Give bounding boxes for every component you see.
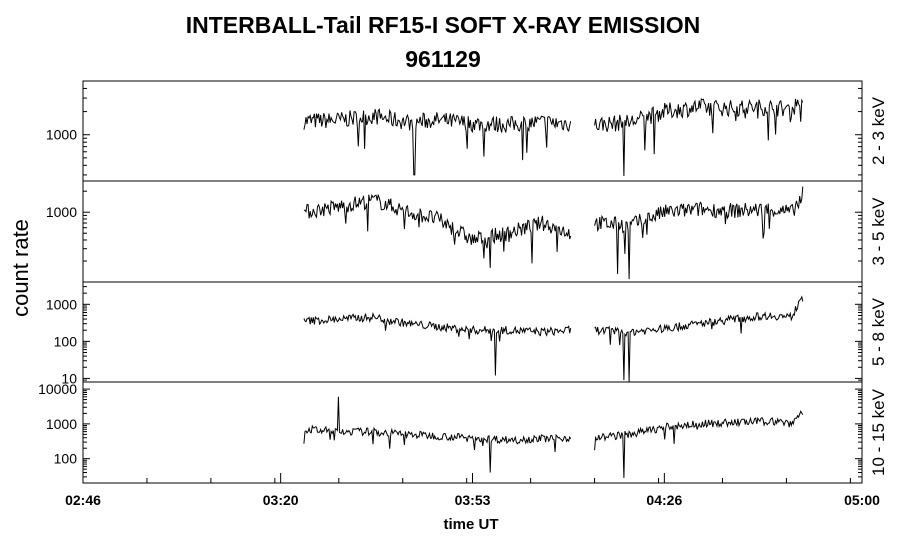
panel-frame xyxy=(82,281,863,383)
panel-3: 10 100 1000 5 - 8 keV xyxy=(46,281,888,386)
series-line xyxy=(303,311,572,376)
panel-label: 3 - 5 keV xyxy=(869,197,888,266)
x-tick-label: 03:53 xyxy=(455,492,491,508)
y-tick-label: 100 xyxy=(54,451,78,467)
series-line xyxy=(303,396,572,473)
x-tick-label: 05:00 xyxy=(844,492,880,508)
x-tick-label: 03:20 xyxy=(263,492,299,508)
series-line xyxy=(303,108,572,176)
x-tick-label: 02:46 xyxy=(65,492,101,508)
y-tick-label: 100 xyxy=(54,333,78,349)
panel-2: 1000 3 - 5 keV xyxy=(46,180,888,283)
y-tick-label: 1000 xyxy=(46,416,77,432)
y-tick-label: 1000 xyxy=(46,296,77,312)
panels: 1000 2 - 3 keV 1000 3 - 5 keV 10 100 1000 5 - 8… xyxy=(38,80,888,484)
y-tick-label: 10000 xyxy=(38,381,77,397)
y-tick-label: 10 xyxy=(61,370,77,386)
chart-subtitle: 961129 xyxy=(405,46,481,72)
panel-label: 2 - 3 keV xyxy=(869,96,888,165)
y-tick-label: 1000 xyxy=(46,204,77,220)
y-tick-label: 1000 xyxy=(46,127,77,143)
series-line xyxy=(594,98,804,177)
chart-title: INTERBALL-Tail RF15-I SOFT X-RAY EMISSIO… xyxy=(185,12,701,38)
panel-label: 5 - 8 keV xyxy=(869,297,888,366)
series-line xyxy=(303,193,572,268)
series-line xyxy=(594,186,804,280)
y-axis-label: count rate xyxy=(8,219,33,317)
series-line xyxy=(594,410,804,478)
panel-frame xyxy=(82,180,863,283)
x-axis-label: time UT xyxy=(443,516,498,533)
x-axis: 02:46 03:20 03:53 04:26 05:00 xyxy=(65,473,880,508)
panel-1: 1000 2 - 3 keV xyxy=(46,80,888,182)
panel-4: 100 1000 10000 10 - 15 keV xyxy=(38,381,888,484)
x-tick-label: 04:26 xyxy=(646,492,682,508)
series-line xyxy=(594,295,804,382)
panel-frame xyxy=(82,381,863,484)
panel-label: 10 - 15 keV xyxy=(869,388,888,476)
